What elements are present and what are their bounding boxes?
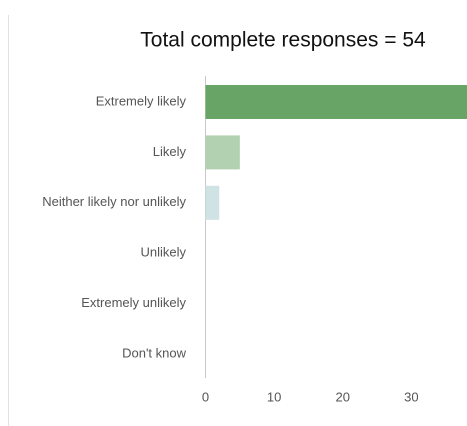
y-tick-label: Extremely likely xyxy=(96,93,187,108)
chart-title: Total complete responses = 54 xyxy=(140,29,426,52)
bar xyxy=(205,135,240,170)
bar xyxy=(205,85,467,119)
x-tick-label: 10 xyxy=(267,389,281,404)
y-tick-label: Don't know xyxy=(122,345,187,360)
y-tick-label: Neither likely nor unlikely xyxy=(42,194,186,209)
y-tick-label: Unlikely xyxy=(140,245,186,260)
x-tick-label: 0 xyxy=(202,389,209,404)
x-tick-label: 30 xyxy=(404,389,418,404)
bar xyxy=(205,185,220,220)
y-tick-label: Likely xyxy=(153,144,187,159)
plot-area xyxy=(205,85,467,220)
y-tick-label: Extremely unlikely xyxy=(81,295,186,310)
x-tick-label: 20 xyxy=(336,389,350,404)
